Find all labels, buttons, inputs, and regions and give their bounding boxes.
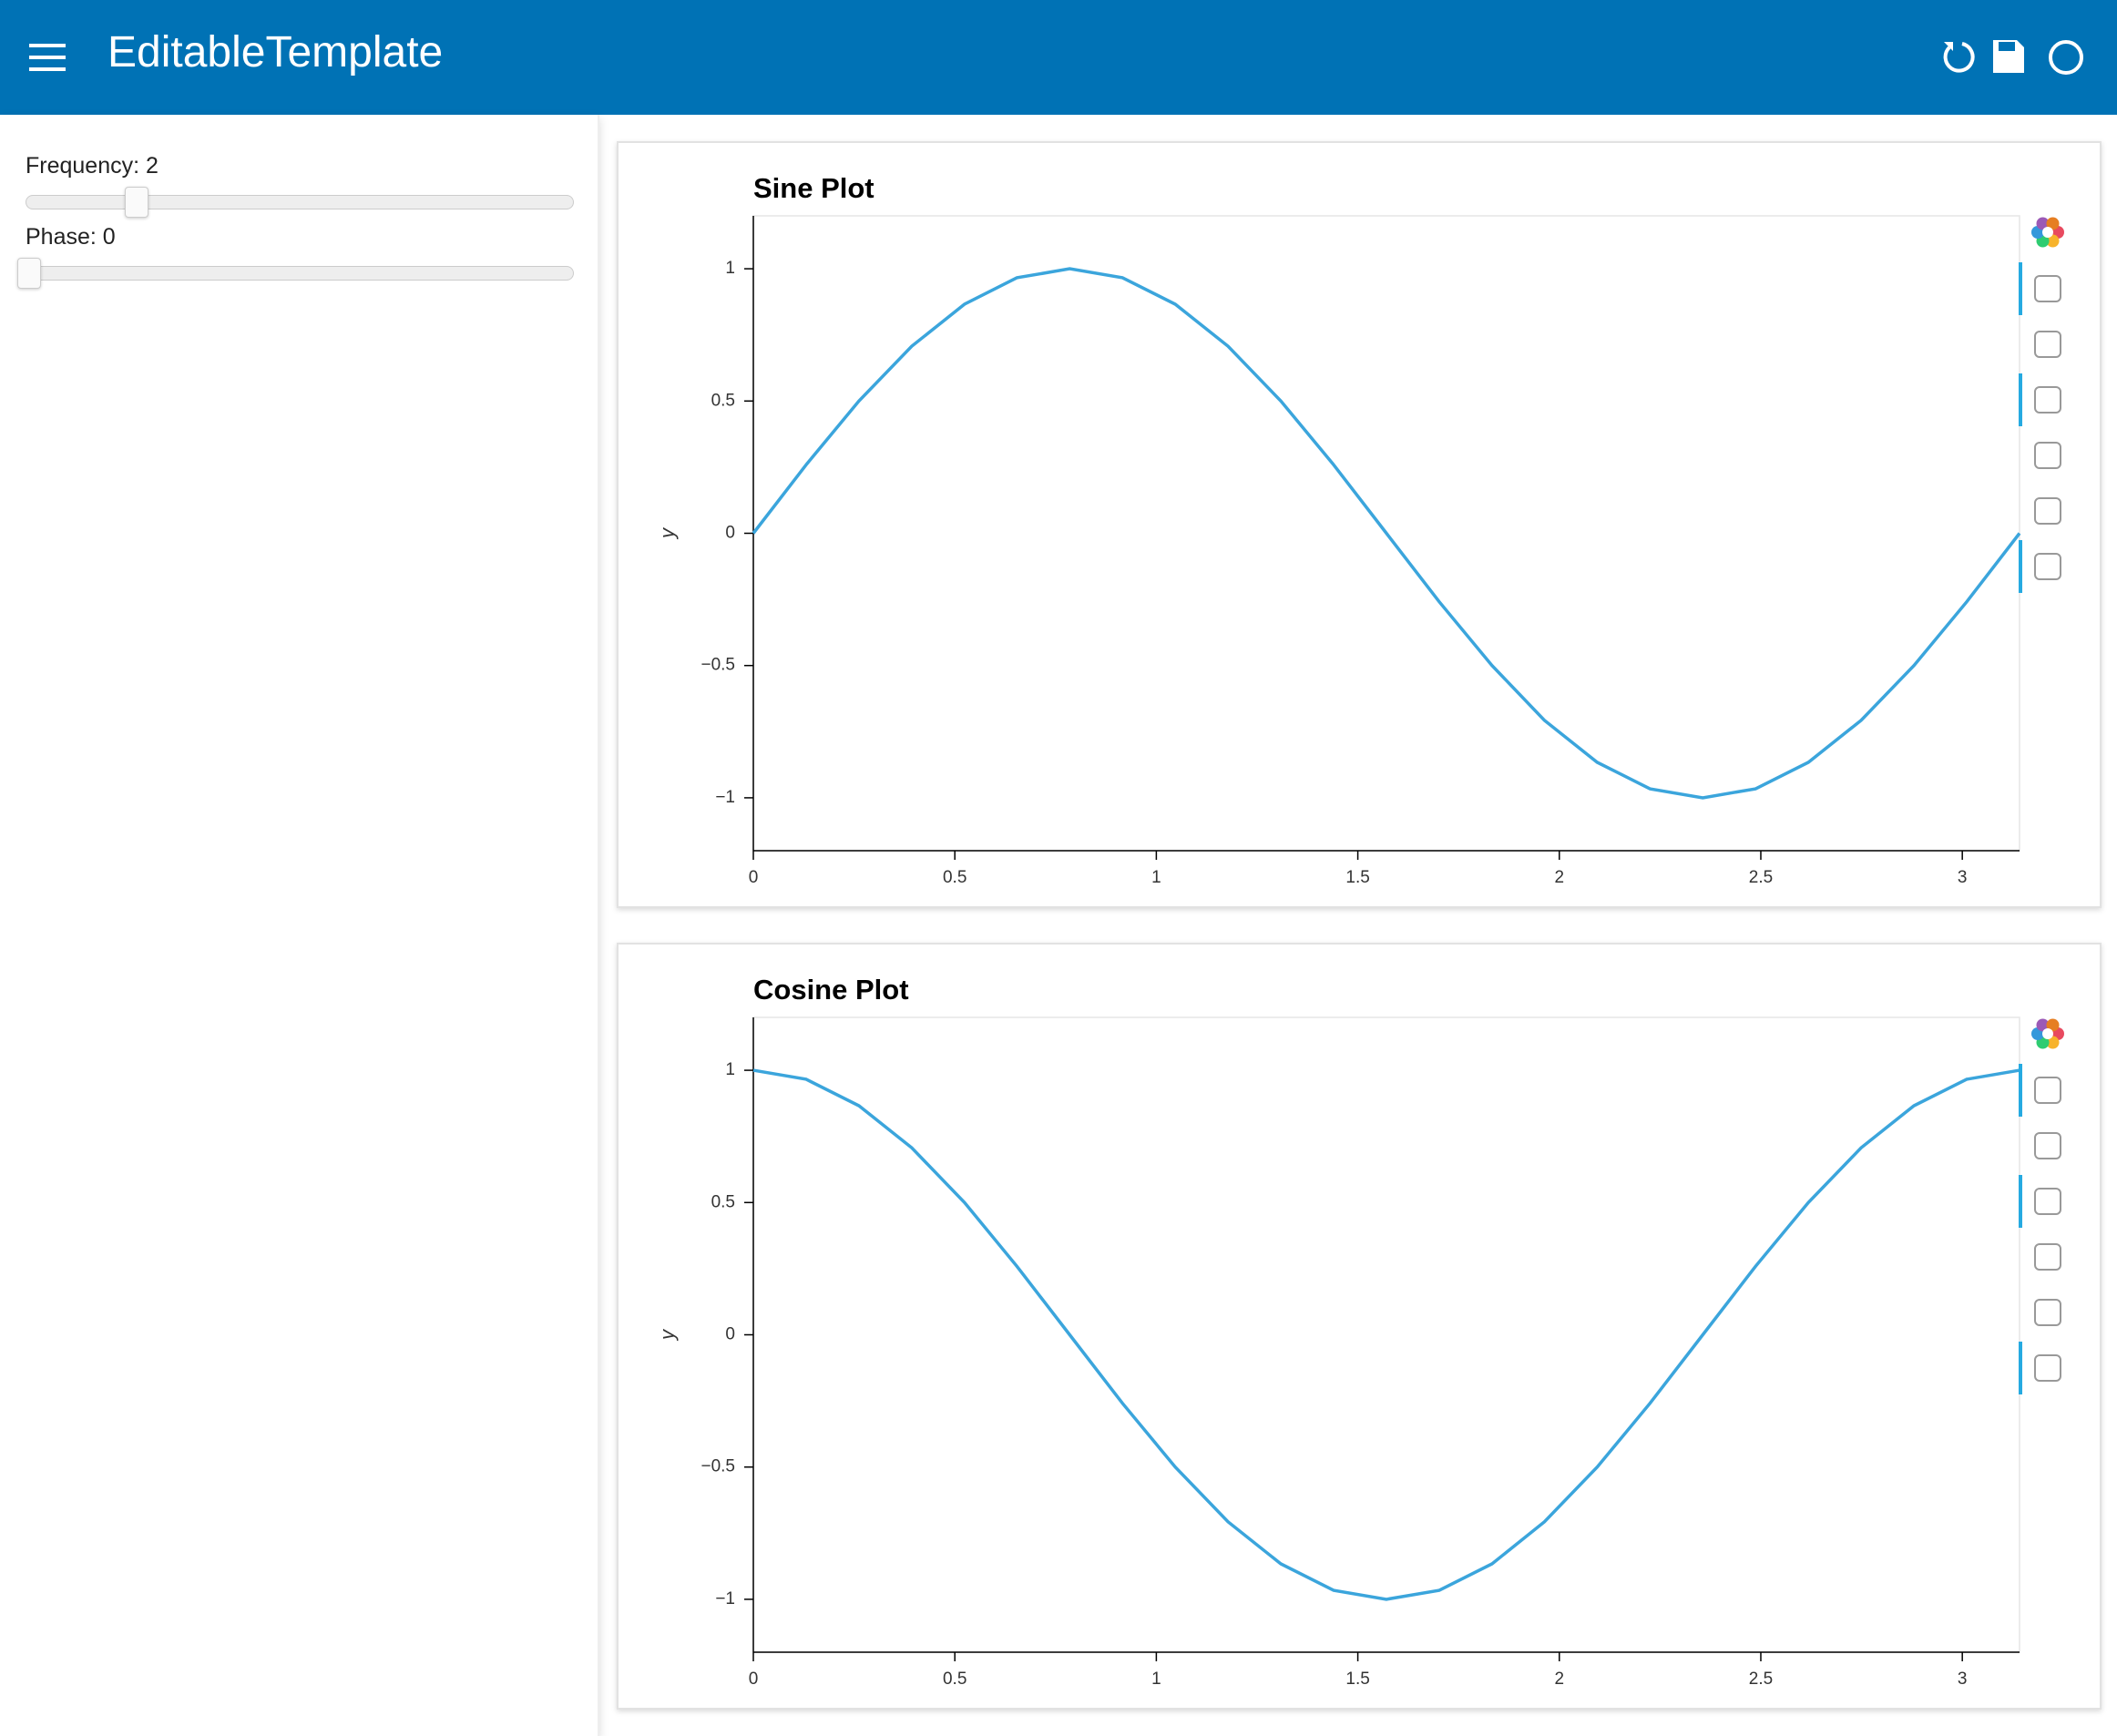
- save-button[interactable]: [1993, 40, 2024, 73]
- x-tick-label: 1: [1151, 1670, 1161, 1689]
- reload-button[interactable]: [1943, 42, 1975, 73]
- logo-dot: [2046, 234, 2060, 248]
- logo-dot: [2036, 1018, 2050, 1032]
- y-axis-label: y: [656, 526, 679, 540]
- x-tick-label: 1.5: [1345, 868, 1369, 887]
- x-tick-label: 1.5: [1345, 1670, 1369, 1689]
- menu-button[interactable]: [29, 40, 73, 77]
- logo-dot: [2046, 1018, 2060, 1032]
- header-actions: [1943, 40, 2083, 75]
- slider-label: Frequency: 2: [26, 153, 159, 179]
- tool-active-marker: [2019, 540, 2022, 593]
- tool-active-marker: [2019, 262, 2022, 315]
- tool-button[interactable]: [2034, 275, 2061, 302]
- x-tick-label: 0: [749, 868, 759, 887]
- x-tick-label: 3: [1958, 1670, 1968, 1689]
- y-tick-label: −0.5: [701, 1457, 735, 1476]
- y-tick-label: 1: [725, 1060, 735, 1079]
- chart-title: Sine Plot: [753, 172, 874, 204]
- tool-button[interactable]: [2034, 497, 2061, 525]
- slider[interactable]: [17, 258, 574, 289]
- tool-button[interactable]: [2034, 331, 2061, 358]
- y-tick-label: 0.5: [711, 1192, 735, 1211]
- x-tick-label: 1: [1151, 868, 1161, 887]
- tool-button[interactable]: [2034, 442, 2061, 469]
- x-tick-label: 2: [1554, 868, 1564, 887]
- tool-active-marker: [2019, 1064, 2022, 1117]
- x-tick-label: 3: [1958, 868, 1968, 887]
- y-tick-label: 0: [725, 1325, 735, 1344]
- x-tick-label: 2: [1554, 1670, 1564, 1689]
- sidebar: Frequency: 2 Phase: 0: [0, 115, 599, 1736]
- app-title: EditableTemplate: [107, 28, 444, 77]
- tool-active-marker: [2019, 1175, 2022, 1228]
- tool-active-marker: [2019, 373, 2022, 426]
- tool-active-marker: [2019, 1342, 2022, 1394]
- status-indicator: [2049, 40, 2083, 75]
- logo-dot: [2046, 217, 2060, 230]
- tool-button[interactable]: [2034, 1243, 2061, 1271]
- y-tick-label: 0: [725, 524, 735, 543]
- tool-button[interactable]: [2034, 1354, 2061, 1382]
- logo-center: [2042, 1028, 2053, 1039]
- x-tick-label: 0: [749, 1670, 759, 1689]
- x-tick-label: 2.5: [1749, 868, 1773, 887]
- line: [752, 1068, 2020, 1601]
- plot-area: [752, 1016, 2020, 1653]
- y-axis-label: y: [656, 1328, 679, 1342]
- logo-center: [2042, 227, 2053, 238]
- y-tick-label: −0.5: [701, 656, 735, 675]
- y-tick-label: 1: [725, 259, 735, 278]
- logo-dot: [2036, 217, 2050, 230]
- tool-button[interactable]: [2034, 553, 2061, 580]
- line: [752, 267, 2021, 800]
- tool-button[interactable]: [2034, 1188, 2061, 1215]
- tool-button[interactable]: [2034, 386, 2061, 414]
- y-tick-label: −1: [715, 788, 735, 807]
- chart-title: Cosine Plot: [753, 974, 909, 1006]
- tool-button[interactable]: [2034, 1132, 2061, 1159]
- tool-button[interactable]: [2034, 1299, 2061, 1326]
- x-tick-label: 2.5: [1749, 1670, 1773, 1689]
- slider[interactable]: [26, 187, 574, 218]
- tool-button[interactable]: [2034, 1077, 2061, 1104]
- slider-thumb[interactable]: [125, 187, 148, 218]
- y-tick-label: 0.5: [711, 391, 735, 410]
- slider-thumb[interactable]: [17, 258, 41, 289]
- x-tick-label: 0.5: [943, 868, 966, 887]
- header: EditableTemplate: [0, 0, 2117, 115]
- logo-dot: [2046, 1036, 2060, 1049]
- y-tick-label: −1: [715, 1589, 735, 1608]
- x-tick-label: 0.5: [943, 1670, 966, 1689]
- slider-label: Phase: 0: [26, 224, 116, 250]
